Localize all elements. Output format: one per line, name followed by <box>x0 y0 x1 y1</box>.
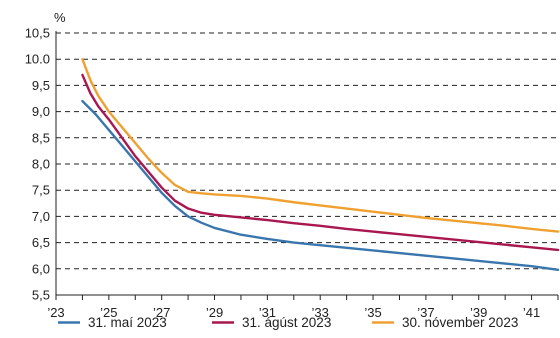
x-tick-label: ’23 <box>47 305 64 320</box>
legend-label-1: 31. maí 2023 <box>88 315 167 330</box>
x-tick-label: ’35 <box>364 305 381 320</box>
y-tick-label: 6,5 <box>32 235 50 250</box>
y-tick-label: 10,5 <box>25 26 50 41</box>
y-axis-unit-label: % <box>54 10 66 25</box>
y-tick-label: 6,0 <box>32 261 50 276</box>
legend-label-3: 30. nóvember 2023 <box>402 315 518 330</box>
x-tick-label: ’41 <box>523 305 540 320</box>
y-tick-label: 8,5 <box>32 130 50 145</box>
y-tick-label: 8,0 <box>32 157 50 172</box>
y-tick-label: 7,0 <box>32 209 50 224</box>
x-tick-label: ’29 <box>206 305 223 320</box>
y-tick-labels: 5,5 6,0 6,5 7,0 7,5 8,0 8,5 9,0 9,5 10.0 10,5 <box>25 26 50 303</box>
series-line-1 <box>82 101 558 270</box>
legend: 31. maí 2023 31. ágúst 2023 30. nóvember 2… <box>58 315 518 330</box>
y-tick-label: 9,0 <box>32 104 50 119</box>
axis-layer <box>56 31 558 300</box>
y-tick-label: 5,5 <box>32 288 50 303</box>
legend-label-2: 31. ágúst 2023 <box>242 315 331 330</box>
y-tick-label: 9,5 <box>32 78 50 93</box>
series-layer <box>82 59 558 270</box>
y-tick-label: 7,5 <box>32 183 50 198</box>
y-tick-label: 10.0 <box>25 52 50 67</box>
